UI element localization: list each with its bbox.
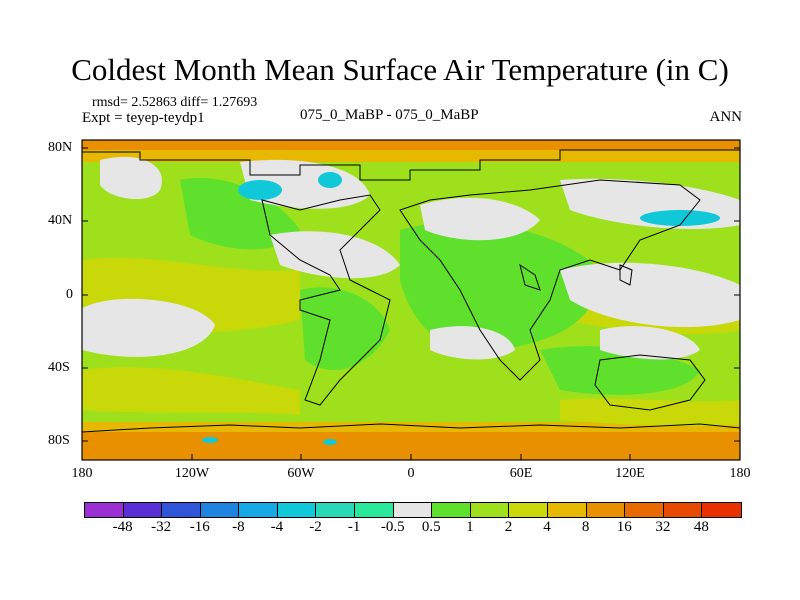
- colorbar-label: -4: [270, 519, 284, 535]
- green-patch-na: [180, 178, 300, 250]
- season-label: ANN: [709, 109, 743, 125]
- colorbar-label: 16: [616, 519, 632, 535]
- lon-label-0: 0: [407, 466, 415, 481]
- cyan-patch-2: [318, 172, 342, 188]
- colorbar-box: [509, 503, 548, 517]
- comparison-text: 075_0_MaBP - 075_0_MaBP: [300, 107, 479, 123]
- lon-label-180w: 180: [71, 466, 93, 481]
- arctic-core: [82, 140, 740, 150]
- colorbar-box: [470, 503, 510, 517]
- experiment-text: Expt = teyep-teydp1: [82, 110, 205, 126]
- southern-ocean-band-2: [560, 398, 740, 427]
- colorbar-label: 48: [693, 519, 709, 535]
- gray-region-1: [82, 298, 215, 357]
- colorbar-label: -48: [112, 519, 133, 535]
- colorbar-box: [547, 503, 587, 517]
- island-outline-1: [519, 263, 541, 291]
- gray-region-7: [560, 262, 740, 328]
- colorbar-label: -8: [232, 519, 245, 535]
- colorbar-label: -32: [151, 519, 172, 535]
- coastlines: [82, 149, 740, 433]
- colorbar-box: [625, 503, 664, 517]
- colorbar-label: 2: [504, 519, 513, 535]
- gray-region-2: [100, 156, 162, 200]
- cyan-patch-5: [323, 439, 337, 445]
- axis-ticks: [81, 147, 741, 460]
- colorbar-label: -2: [309, 519, 322, 535]
- colorbar-label: 4: [543, 519, 551, 535]
- colorbar-box: [316, 503, 356, 517]
- colorbar-box: [277, 503, 317, 517]
- lat-label-40s: 40S: [48, 360, 70, 375]
- colorbar-label: -1: [347, 519, 361, 535]
- gray-region-5: [420, 197, 540, 241]
- australia-outline: [594, 354, 706, 411]
- plot-title: Coldest Month Mean Surface Air Temperatu…: [71, 52, 729, 87]
- colorbar-box: [355, 503, 394, 517]
- colorbar-label: 8: [581, 519, 590, 535]
- gray-region-4: [270, 231, 400, 279]
- colorbar-label: 0.5: [421, 519, 441, 535]
- gray-region-8: [600, 326, 700, 360]
- cyan-patch-1: [238, 180, 282, 200]
- colorbar-box: [586, 503, 626, 517]
- lat-label-80s: 80S: [48, 433, 70, 448]
- lon-label-60w: 60W: [287, 466, 315, 481]
- colorbar-box: [162, 503, 201, 517]
- colorbar-box: [200, 503, 240, 517]
- colorbar-box: [432, 503, 471, 517]
- cyan-patch-4: [202, 437, 218, 443]
- americas-outline: [261, 194, 391, 406]
- colorbar-box: [123, 503, 163, 517]
- antarctic-coast: [82, 423, 740, 433]
- colorbar-label: 32: [655, 519, 671, 535]
- lat-label-80n: 80N: [48, 140, 73, 155]
- southern-ocean-band: [82, 367, 300, 415]
- lat-label-40n: 40N: [48, 213, 73, 228]
- arctic-coast: [82, 149, 740, 181]
- map-field: [82, 140, 740, 460]
- lon-label-180e: 180: [729, 466, 751, 481]
- stats-text: rmsd= 2.52863 diff= 1.27693: [92, 95, 258, 110]
- colorbar-label: -16: [189, 519, 210, 535]
- colorbar-label: -0.5: [380, 519, 405, 535]
- green-patch-africa: [400, 222, 600, 352]
- island-outline-2: [619, 264, 633, 286]
- cyan-patch-3: [640, 210, 720, 226]
- lon-label-60e: 60E: [509, 466, 533, 481]
- colorbar-box: [239, 503, 278, 517]
- lon-label-120w: 120W: [174, 466, 210, 481]
- lat-label-eq: 0: [66, 287, 73, 302]
- colorbar-box: [85, 503, 124, 517]
- colorbar-box: [702, 503, 741, 517]
- lon-label-120e: 120E: [615, 466, 645, 481]
- afro-eurasia-outline: [399, 179, 701, 381]
- colorbar: [84, 502, 742, 518]
- colorbar-box: [663, 503, 703, 517]
- colorbar-box: [393, 503, 433, 517]
- colorbar-label: 1: [466, 519, 474, 535]
